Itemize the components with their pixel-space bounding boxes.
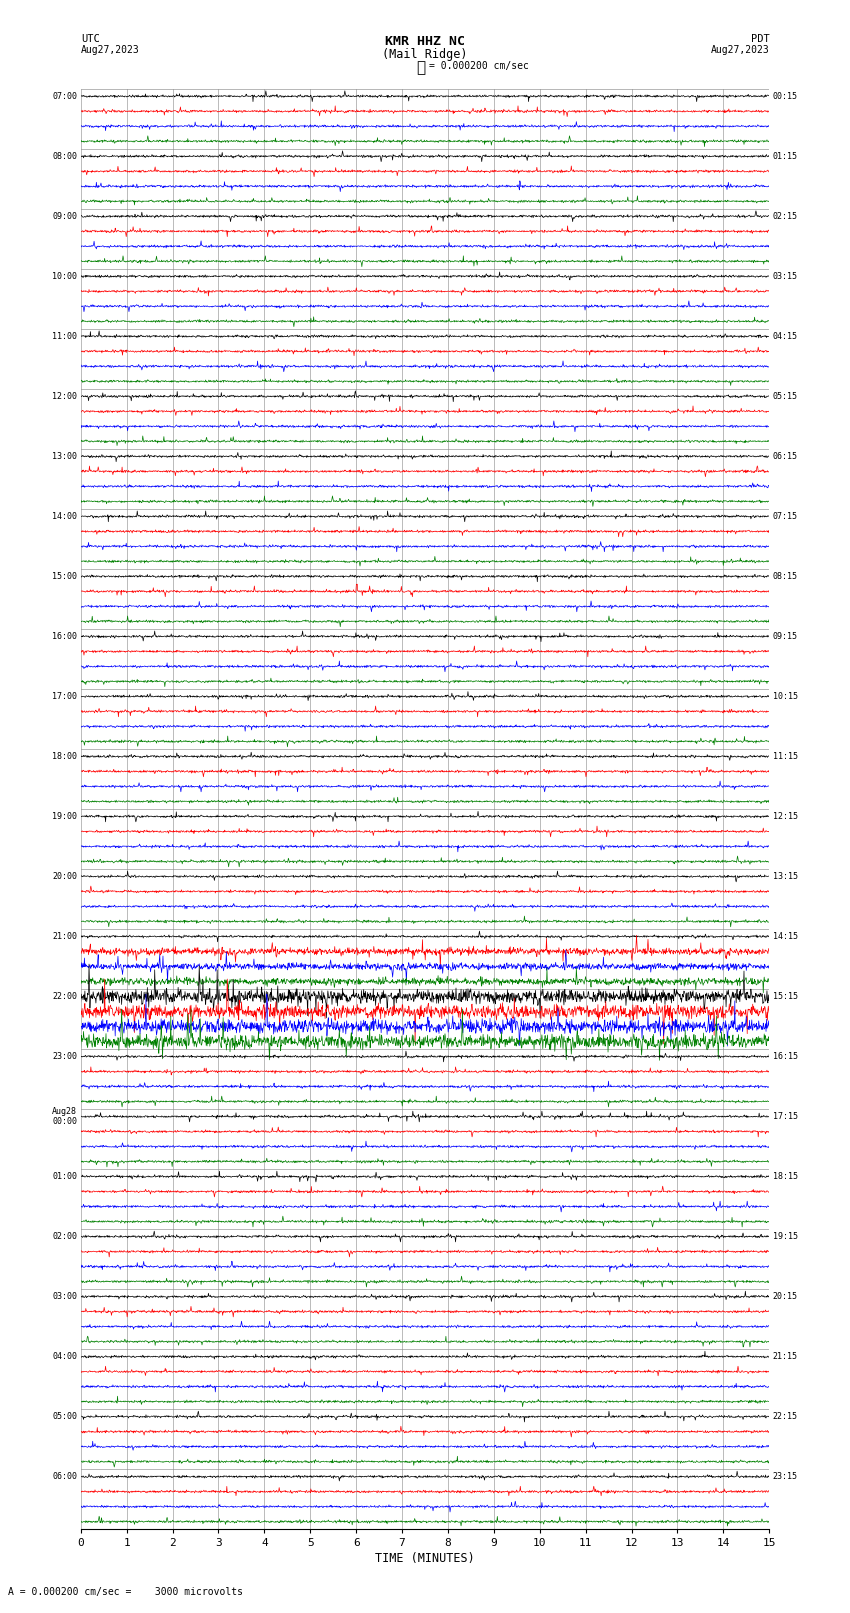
Text: 21:00: 21:00 bbox=[53, 932, 77, 940]
Text: 18:00: 18:00 bbox=[53, 752, 77, 761]
Text: 23:15: 23:15 bbox=[773, 1473, 797, 1481]
Text: 16:00: 16:00 bbox=[53, 632, 77, 640]
Text: 04:00: 04:00 bbox=[53, 1352, 77, 1361]
Text: 22:15: 22:15 bbox=[773, 1411, 797, 1421]
Text: 13:15: 13:15 bbox=[773, 873, 797, 881]
Text: 19:00: 19:00 bbox=[53, 811, 77, 821]
Text: 14:15: 14:15 bbox=[773, 932, 797, 940]
Text: 01:15: 01:15 bbox=[773, 152, 797, 161]
Text: ⏐: ⏐ bbox=[416, 60, 425, 74]
Text: 05:15: 05:15 bbox=[773, 392, 797, 400]
Text: 19:15: 19:15 bbox=[773, 1232, 797, 1240]
Text: 17:15: 17:15 bbox=[773, 1111, 797, 1121]
Text: 22:00: 22:00 bbox=[53, 992, 77, 1002]
Text: 07:15: 07:15 bbox=[773, 511, 797, 521]
Text: 16:15: 16:15 bbox=[773, 1052, 797, 1061]
Text: 06:00: 06:00 bbox=[53, 1473, 77, 1481]
Text: 12:15: 12:15 bbox=[773, 811, 797, 821]
X-axis label: TIME (MINUTES): TIME (MINUTES) bbox=[375, 1552, 475, 1565]
Text: 08:15: 08:15 bbox=[773, 573, 797, 581]
Text: 23:00: 23:00 bbox=[53, 1052, 77, 1061]
Text: 07:00: 07:00 bbox=[53, 92, 77, 100]
Text: 01:00: 01:00 bbox=[53, 1173, 77, 1181]
Text: KMR HHZ NC: KMR HHZ NC bbox=[385, 35, 465, 48]
Text: 00:15: 00:15 bbox=[773, 92, 797, 100]
Text: 02:00: 02:00 bbox=[53, 1232, 77, 1240]
Text: 02:15: 02:15 bbox=[773, 211, 797, 221]
Text: 20:15: 20:15 bbox=[773, 1292, 797, 1302]
Text: 15:00: 15:00 bbox=[53, 573, 77, 581]
Text: 15:15: 15:15 bbox=[773, 992, 797, 1002]
Text: Aug27,2023: Aug27,2023 bbox=[711, 45, 769, 55]
Text: 06:15: 06:15 bbox=[773, 452, 797, 461]
Text: 08:00: 08:00 bbox=[53, 152, 77, 161]
Text: 03:00: 03:00 bbox=[53, 1292, 77, 1302]
Text: Aug28
00:00: Aug28 00:00 bbox=[53, 1107, 77, 1126]
Text: 10:15: 10:15 bbox=[773, 692, 797, 702]
Text: 05:00: 05:00 bbox=[53, 1411, 77, 1421]
Text: 21:15: 21:15 bbox=[773, 1352, 797, 1361]
Text: 12:00: 12:00 bbox=[53, 392, 77, 400]
Text: (Mail Ridge): (Mail Ridge) bbox=[382, 48, 468, 61]
Text: Aug27,2023: Aug27,2023 bbox=[81, 45, 139, 55]
Text: = 0.000200 cm/sec: = 0.000200 cm/sec bbox=[429, 61, 529, 71]
Text: 11:15: 11:15 bbox=[773, 752, 797, 761]
Text: PDT: PDT bbox=[751, 34, 769, 44]
Text: 09:15: 09:15 bbox=[773, 632, 797, 640]
Text: 20:00: 20:00 bbox=[53, 873, 77, 881]
Text: 18:15: 18:15 bbox=[773, 1173, 797, 1181]
Text: 14:00: 14:00 bbox=[53, 511, 77, 521]
Text: 10:00: 10:00 bbox=[53, 271, 77, 281]
Text: 17:00: 17:00 bbox=[53, 692, 77, 702]
Text: 03:15: 03:15 bbox=[773, 271, 797, 281]
Text: 09:00: 09:00 bbox=[53, 211, 77, 221]
Text: 13:00: 13:00 bbox=[53, 452, 77, 461]
Text: 04:15: 04:15 bbox=[773, 332, 797, 340]
Text: UTC: UTC bbox=[81, 34, 99, 44]
Text: 11:00: 11:00 bbox=[53, 332, 77, 340]
Text: A = 0.000200 cm/sec =    3000 microvolts: A = 0.000200 cm/sec = 3000 microvolts bbox=[8, 1587, 243, 1597]
